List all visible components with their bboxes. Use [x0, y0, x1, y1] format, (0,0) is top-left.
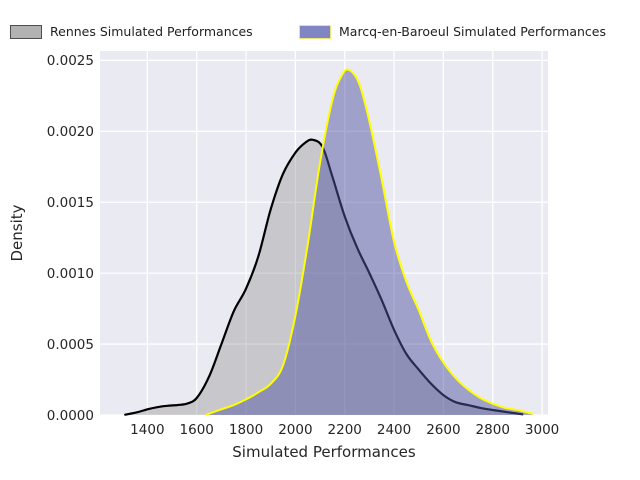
marcq-density-area	[206, 69, 533, 416]
x-axis-label: Simulated Performances	[232, 443, 416, 461]
legend-label-marcq: Marcq-en-Baroeul Simulated Performances	[339, 24, 606, 39]
y-tick-label: 0.0010	[47, 266, 94, 282]
x-tick-label: 2200	[328, 422, 362, 438]
x-tick-label: 1800	[229, 422, 263, 438]
x-tick-label: 1400	[130, 422, 164, 438]
legend-label-rennes: Rennes Simulated Performances	[50, 24, 253, 39]
x-tick-label: 2000	[278, 422, 312, 438]
x-tick-label: 2600	[426, 422, 460, 438]
legend-swatch-marcq	[299, 24, 331, 39]
legend: Rennes Simulated Performances Marcq-en-B…	[0, 0, 640, 48]
y-tick-label: 0.0000	[47, 408, 94, 424]
y-tick-label: 0.0015	[47, 195, 94, 211]
x-tick-label: 2400	[377, 422, 411, 438]
x-tick-label: 2800	[476, 422, 510, 438]
legend-swatch-rennes	[10, 24, 42, 39]
rennes-density-area	[125, 139, 523, 415]
legend-item-marcq: Marcq-en-Baroeul Simulated Performances	[299, 24, 606, 39]
legend-item-rennes: Rennes Simulated Performances	[10, 24, 253, 39]
x-tick-label: 1600	[180, 422, 214, 438]
plot-background	[100, 51, 548, 415]
marcq-density-line	[205, 68, 534, 416]
y-axis-label: Density	[8, 204, 26, 261]
rennes-density-line	[124, 138, 524, 416]
y-tick-label: 0.0005	[47, 337, 94, 353]
y-tick-label: 0.0020	[47, 124, 94, 140]
y-tick-label: 0.0025	[47, 53, 94, 69]
x-tick-label: 3000	[525, 422, 559, 438]
